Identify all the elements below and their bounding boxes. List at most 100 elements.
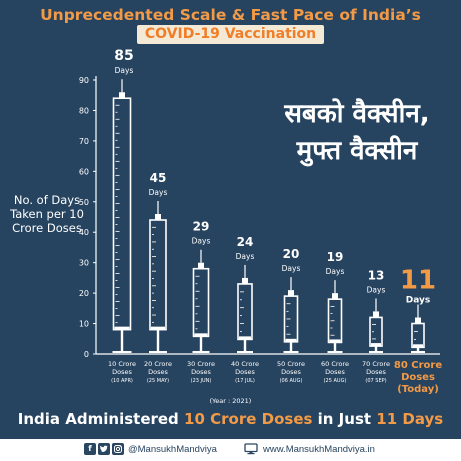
syringe-bar: [283, 277, 299, 353]
slogan-line-1: सबको वैक्सीन,: [284, 99, 430, 129]
x-category-label: 60 Crore: [321, 360, 349, 368]
syringe-thumb-plate: [369, 351, 383, 353]
syringe-hub: [198, 262, 204, 269]
syringe-barrel: [149, 219, 167, 331]
syringe-bar: [369, 298, 383, 353]
x-category-label: 10 Crore: [108, 360, 136, 368]
headline-highlight-2: 11 Days: [376, 410, 444, 428]
y-tick-label: 50: [79, 198, 89, 207]
syringe-bar: [192, 249, 210, 353]
x-category-label: 50 Crore: [277, 360, 305, 368]
data-label-unit: Days: [406, 296, 431, 306]
syringe-hub: [415, 317, 421, 324]
footer-social: f @MansukhMandviya: [84, 443, 217, 455]
headline-part-1: India Administered: [17, 410, 185, 428]
data-label-value: 24: [237, 235, 254, 249]
title-line-2: COVID-19 Vaccination: [144, 26, 317, 42]
x-category-date: (25 AUG): [324, 378, 347, 384]
syringe-plunger-head: [329, 339, 341, 343]
data-label-unit: Days: [367, 285, 386, 294]
x-category-label: Doses: [281, 368, 301, 376]
headline: India Administered 10 Crore Doses in Jus…: [0, 410, 461, 428]
x-category-label: Doses: [325, 368, 345, 376]
footer-website[interactable]: www.MansukhMandviya.in: [263, 443, 375, 455]
footer-bar: f @MansukhMandviya www.MansukhMandviya.i…: [0, 439, 461, 461]
x-category-date: (Today): [397, 384, 439, 395]
x-category-date: (06 AUG): [280, 378, 303, 384]
footer-website-group: www.MansukhMandviya.in: [244, 443, 375, 455]
x-category-label: 30 Crore: [187, 360, 215, 368]
instagram-icon[interactable]: [112, 443, 124, 455]
syringe-plunger-head: [114, 326, 130, 330]
data-label-unit: Days: [115, 66, 134, 75]
data-label-value: 13: [368, 268, 385, 282]
syringe-barrel: [283, 295, 299, 343]
x-category-label: 80 Crore: [394, 360, 442, 371]
syringe-barrel: [411, 322, 425, 349]
data-label-unit: Days: [149, 188, 168, 197]
x-category-date: (07 SEP): [365, 378, 386, 384]
syringe-hub: [373, 311, 379, 318]
year-note: (Year : 2021): [209, 397, 252, 405]
syringe-plunger-head: [194, 333, 208, 337]
syringe-hub: [155, 214, 161, 220]
data-label-unit: Days: [282, 264, 301, 273]
syringe-plunger-head: [285, 338, 297, 342]
syringe-bar: [112, 79, 132, 353]
syringe-plunger-head: [371, 343, 381, 347]
y-tick-label: 40: [79, 228, 89, 237]
y-tick-label: 20: [79, 289, 89, 298]
x-category-label: Doses: [401, 372, 435, 383]
x-category-label: Doses: [148, 368, 168, 376]
x-category-label: Doses: [191, 368, 211, 376]
y-axis-label: No. of Days Taken per 10 Crore Doses: [10, 193, 84, 235]
y-tick-label: 70: [79, 137, 89, 146]
data-label-unit: Days: [192, 237, 211, 246]
syringe-plunger-head: [239, 336, 251, 340]
syringe-hub: [332, 293, 338, 300]
title-line-1: Unprecedented Scale & Fast Pace of India…: [40, 6, 421, 24]
syringe-barrel: [327, 298, 343, 344]
syringe-plunger-head: [413, 344, 423, 348]
x-category-date: (25 MAY): [147, 378, 169, 384]
x-category-label: 20 Crore: [144, 360, 172, 368]
headline-part-2: in Just: [312, 410, 377, 428]
y-tick-label: 60: [79, 167, 89, 176]
x-category-label: Doses: [235, 368, 255, 376]
data-label-unit: Days: [236, 252, 255, 261]
footer-handle[interactable]: @MansukhMandviya: [128, 443, 217, 455]
syringe-barrel: [192, 267, 210, 338]
syringe-bar: [411, 304, 425, 353]
monitor-icon: [244, 443, 258, 455]
syringe-bar: [149, 201, 167, 353]
x-category-label: Doses: [366, 368, 386, 376]
syringe-thumb-plate: [411, 351, 425, 353]
syringe-thumb-plate: [283, 351, 299, 353]
y-tick-label: 90: [79, 76, 89, 85]
data-label-value: 29: [193, 220, 210, 234]
data-label-value: 45: [150, 171, 167, 185]
slogan: सबको वैक्सीन, मुफ्त वैक्सीन: [266, 96, 448, 170]
twitter-icon[interactable]: [98, 443, 110, 455]
syringe-thumb-plate: [237, 351, 253, 353]
x-category-date: (17 JUL): [235, 378, 255, 384]
x-category-date: (10 APR): [111, 378, 133, 384]
slogan-line-2: मुफ्त वैक्सीन: [296, 136, 418, 166]
y-tick-label: 30: [79, 259, 89, 268]
syringe-hub: [288, 290, 294, 297]
y-tick-label: 10: [79, 320, 89, 329]
syringe-bar: [237, 264, 253, 353]
x-category-date: (23 JUN): [191, 378, 212, 384]
syringe-thumb-plate: [112, 351, 132, 353]
syringe-barrel: [369, 316, 383, 347]
facebook-icon[interactable]: f: [84, 443, 96, 455]
syringe-thumb-plate: [149, 351, 167, 353]
syringe-thumb-plate: [192, 351, 210, 353]
data-label-value: 19: [327, 250, 344, 264]
x-category-label: 70 Crore: [362, 360, 390, 368]
headline-highlight-1: 10 Crore Doses: [184, 410, 313, 428]
data-label-unit: Days: [326, 267, 345, 276]
x-category-label: Doses: [112, 368, 132, 376]
